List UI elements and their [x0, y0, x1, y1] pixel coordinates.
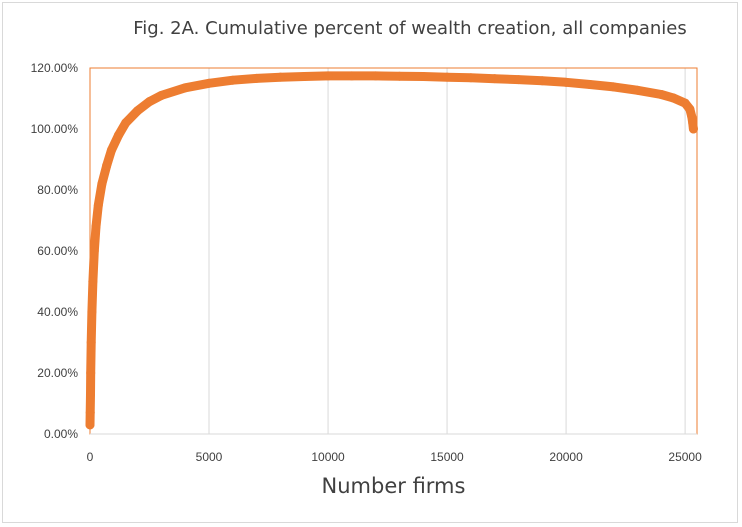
data-point — [513, 75, 523, 85]
data-point — [418, 72, 428, 82]
data-point — [442, 72, 452, 82]
data-point — [106, 145, 116, 155]
y-tick-label: 100.00% — [31, 122, 79, 136]
data-point — [114, 130, 124, 140]
data-point — [85, 408, 95, 418]
data-point — [632, 85, 642, 95]
y-tick-label: 80.00% — [37, 183, 78, 197]
data-point — [680, 98, 690, 108]
data-point — [91, 222, 101, 232]
y-tick-label: 60.00% — [37, 244, 78, 258]
data-point — [180, 83, 190, 93]
data-point — [609, 82, 619, 92]
data-point — [204, 78, 214, 88]
x-axis-title: Number firms — [321, 474, 466, 498]
data-point — [97, 179, 107, 189]
chart-title: Fig. 2A. Cumulative percent of wealth cr… — [133, 18, 687, 39]
data-point — [156, 90, 166, 100]
x-tick-label: 20000 — [549, 450, 583, 464]
x-tick-label: 25000 — [668, 450, 702, 464]
data-point — [86, 338, 96, 347]
data-point — [87, 307, 97, 317]
y-tick-label: 120.00% — [31, 61, 79, 75]
data-point — [490, 74, 500, 84]
data-point — [685, 104, 695, 114]
x-tick-label: 15000 — [430, 450, 464, 464]
x-tick-label: 10000 — [311, 450, 345, 464]
data-point — [347, 71, 357, 81]
data-point — [323, 71, 333, 81]
data-point — [252, 73, 262, 83]
y-tick-label: 0.00% — [44, 427, 78, 441]
gridlines — [208, 68, 686, 434]
data-point — [145, 97, 155, 107]
data-point — [561, 77, 571, 87]
data-point — [275, 72, 285, 82]
x-tick-label: 0 — [87, 450, 94, 464]
data-point — [668, 93, 678, 103]
data-point — [93, 200, 103, 210]
x-tick-label: 5000 — [196, 450, 223, 464]
data-point — [89, 246, 99, 256]
x-axis-ticks: 0 5000 10000 15000 20000 25000 — [87, 450, 702, 464]
data-point — [466, 73, 476, 83]
y-axis-ticks: 0.00% 20.00% 40.00% 60.00% 80.00% 100.00% 120.… — [31, 61, 79, 441]
data-point — [121, 118, 131, 128]
data-point — [537, 76, 547, 86]
y-tick-label: 20.00% — [37, 366, 78, 380]
data-point — [88, 277, 98, 286]
series-wealth-creation — [85, 71, 698, 430]
data-point — [85, 420, 95, 430]
data-point — [585, 79, 595, 89]
data-point — [102, 161, 112, 171]
data-point — [394, 71, 404, 81]
data-point — [86, 368, 96, 378]
plot-area-border — [89, 67, 698, 435]
data-point — [371, 71, 381, 81]
series-trail — [85, 71, 698, 430]
data-point — [228, 75, 238, 85]
data-point — [85, 389, 95, 399]
data-point — [299, 72, 309, 82]
y-tick-label: 40.00% — [37, 305, 78, 319]
data-point — [133, 106, 143, 116]
data-point — [688, 124, 698, 134]
data-point — [656, 90, 666, 100]
